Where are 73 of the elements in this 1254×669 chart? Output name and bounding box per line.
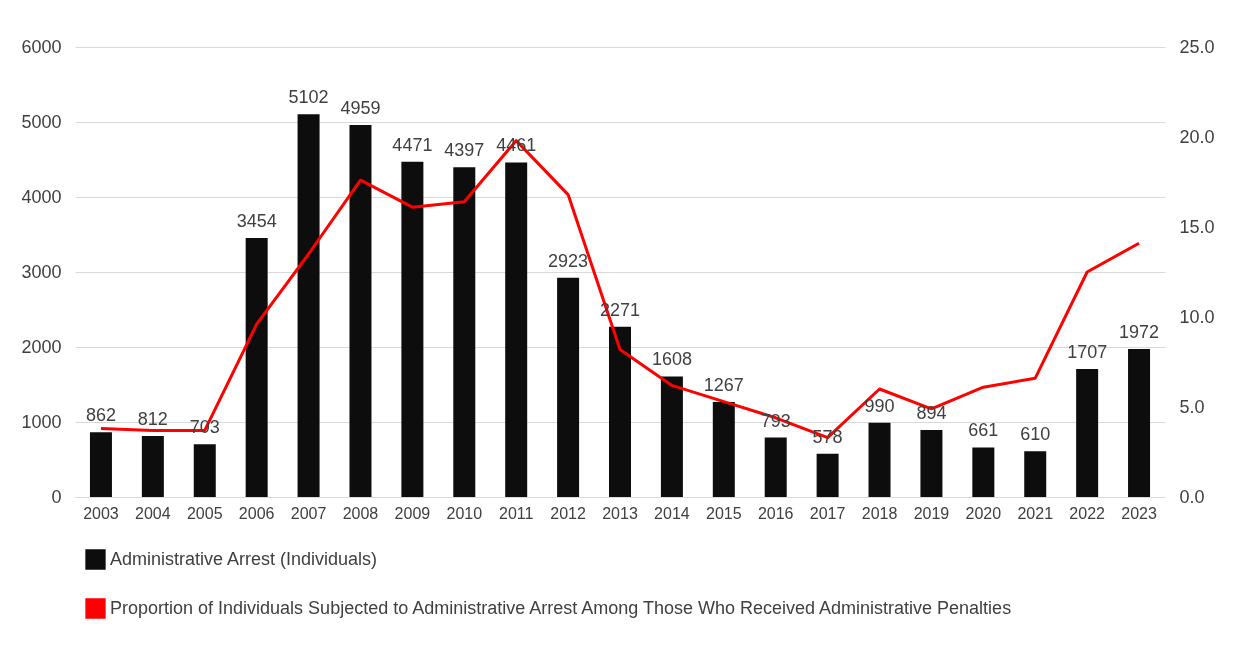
bar [1024, 451, 1047, 497]
bar [557, 277, 580, 497]
x-tick-label: 2004 [135, 504, 171, 522]
bar [920, 429, 943, 497]
text: 4471 [392, 134, 433, 155]
bar [297, 114, 320, 497]
bar [1076, 368, 1099, 497]
text: 610 [1020, 424, 1051, 445]
x-tick-label: 2008 [342, 504, 379, 522]
bar [1128, 349, 1151, 497]
bar [349, 125, 372, 497]
x-tick-label: 2014 [654, 504, 690, 522]
text: 1972 [1119, 322, 1160, 343]
bar [453, 167, 476, 497]
bar [245, 237, 268, 497]
y-tick-label: 2000 [21, 336, 62, 357]
x-tick-label: 2011 [498, 504, 534, 522]
y2-tick-label: 5.0 [1179, 396, 1205, 417]
text: 3454 [236, 210, 277, 231]
bar [868, 422, 891, 497]
x-tick-label: 2023 [1121, 504, 1157, 522]
x-tick-label: 2006 [238, 504, 275, 522]
bar [505, 162, 528, 497]
y2-tick-label: 15.0 [1179, 216, 1215, 237]
text: 990 [864, 395, 895, 416]
text: 812 [137, 409, 168, 430]
y-tick-label: 0 [51, 486, 62, 507]
x-tick-label: 2017 [809, 504, 846, 522]
x-tick-label: 2022 [1069, 504, 1106, 522]
x-tick-label: 2013 [602, 504, 638, 522]
text: 1267 [703, 374, 744, 395]
text: 5102 [288, 87, 329, 108]
bar [141, 436, 164, 497]
text: 661 [968, 420, 999, 441]
text: 862 [85, 405, 116, 426]
y-tick-label: 5000 [21, 111, 62, 132]
x-tick-label: 2005 [186, 504, 223, 522]
text: 2923 [548, 250, 589, 271]
legend-label: Administrative Arrest (Individuals) [110, 548, 378, 569]
bar [193, 444, 216, 497]
x-tick-label: 2018 [861, 504, 898, 522]
bar [660, 376, 683, 497]
x-tick-label: 2016 [757, 504, 794, 522]
bar [609, 326, 631, 497]
bar [816, 453, 839, 497]
bar [712, 401, 735, 497]
x-tick-label: 2020 [965, 504, 1002, 522]
bar [401, 161, 424, 497]
x-tick-label: 2007 [290, 504, 327, 522]
legend-label: Proportion of Individuals Subjected to Administrative Arrest Among Those Who Received Administrative Penalties [110, 597, 1012, 618]
x-tick-label: 2009 [394, 504, 431, 522]
text: 894 [916, 402, 947, 423]
text: 4959 [340, 98, 381, 119]
text: 4397 [444, 140, 485, 161]
x-tick-label: 2019 [913, 504, 950, 522]
y-tick-label: 1000 [21, 411, 62, 432]
y2-tick-label: 0.0 [1179, 486, 1205, 507]
y2-tick-label: 20.0 [1179, 126, 1215, 147]
y-tick-label: 3000 [21, 261, 62, 282]
bar [972, 447, 995, 497]
x-tick-label: 2003 [83, 504, 119, 522]
text: 1608 [651, 349, 692, 370]
x-tick-label: 2021 [1017, 504, 1054, 522]
x-tick-label: 2015 [706, 504, 742, 522]
y-tick-label: 6000 [21, 36, 62, 57]
y2-tick-label: 10.0 [1179, 306, 1215, 327]
y2-tick-label: 25.0 [1179, 36, 1215, 57]
text: 1707 [1067, 341, 1108, 362]
bar [764, 437, 787, 497]
bar [89, 432, 112, 497]
y-tick-label: 4000 [21, 186, 62, 207]
x-tick-label: 2010 [446, 504, 483, 522]
x-tick-label: 2012 [550, 504, 586, 522]
